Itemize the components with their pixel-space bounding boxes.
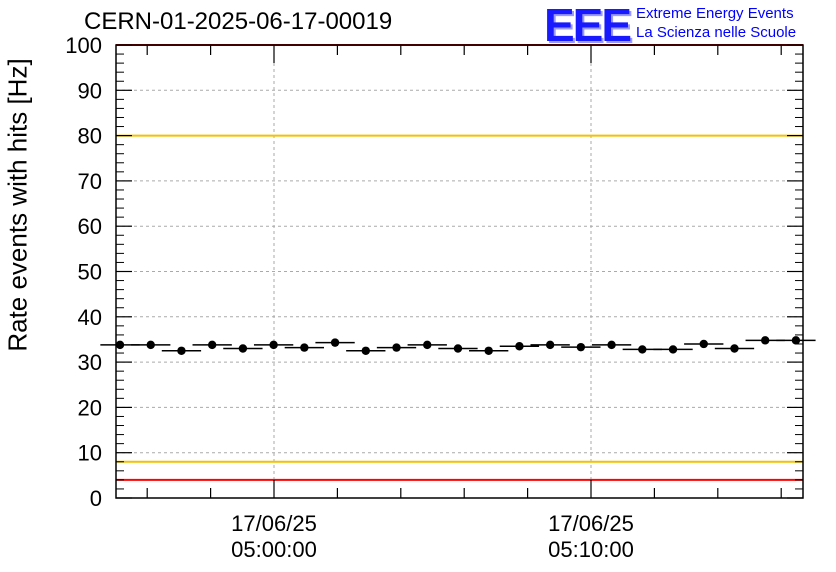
reference-lines (116, 44, 803, 481)
data-point (730, 344, 739, 353)
plot-frame (115, 44, 804, 499)
tick-labels: 010203040506070809010017/06/2505:00:0017… (65, 33, 634, 562)
data-point (607, 340, 616, 350)
data-point (361, 346, 370, 355)
data-point (238, 344, 248, 353)
y-tick-label: 100 (65, 33, 102, 58)
data-point (269, 340, 278, 350)
y-tick-label: 80 (78, 124, 102, 149)
data-point (484, 346, 493, 355)
data-point (330, 338, 340, 347)
data-points (100, 336, 816, 355)
x-tick-label-date: 17/06/25 (548, 511, 634, 536)
y-tick-label: 90 (78, 78, 102, 103)
data-point (392, 343, 401, 352)
data-point (668, 345, 678, 354)
data-point (638, 345, 647, 354)
y-tick-label: 0 (90, 486, 102, 511)
data-point (207, 340, 217, 350)
y-tick-label: 50 (78, 260, 102, 285)
y-tick-label: 60 (78, 214, 102, 239)
data-point (300, 343, 309, 352)
data-point (576, 342, 586, 352)
y-tick-label: 10 (78, 441, 102, 466)
logo-line-2: La Scienza nelle Scuole (636, 24, 797, 41)
eee-logo: EEE (544, 0, 632, 51)
y-tick-label: 70 (78, 169, 102, 194)
x-tick-label-time: 05:00:00 (231, 537, 317, 562)
data-point (791, 336, 801, 345)
data-point (453, 344, 463, 353)
data-point (699, 339, 708, 349)
grid-lines (116, 45, 803, 498)
data-point (177, 346, 186, 355)
x-tick-label-date: 17/06/25 (231, 511, 317, 536)
data-point (545, 340, 555, 350)
y-tick-label: 40 (78, 305, 102, 330)
data-point (761, 336, 770, 345)
y-tick-label: 20 (78, 395, 102, 420)
data-point (423, 340, 432, 350)
data-point (115, 340, 125, 350)
logo-line-1: Extreme Energy Events (636, 5, 794, 22)
chart-title: CERN-01-2025-06-17-00019 (84, 8, 393, 35)
x-tick-label-time: 05:10:00 (548, 537, 634, 562)
data-point (146, 340, 155, 350)
logo-caption: Extreme Energy Events La Scienza nelle S… (636, 4, 796, 42)
y-tick-label: 30 (78, 350, 102, 375)
data-point (515, 342, 524, 351)
